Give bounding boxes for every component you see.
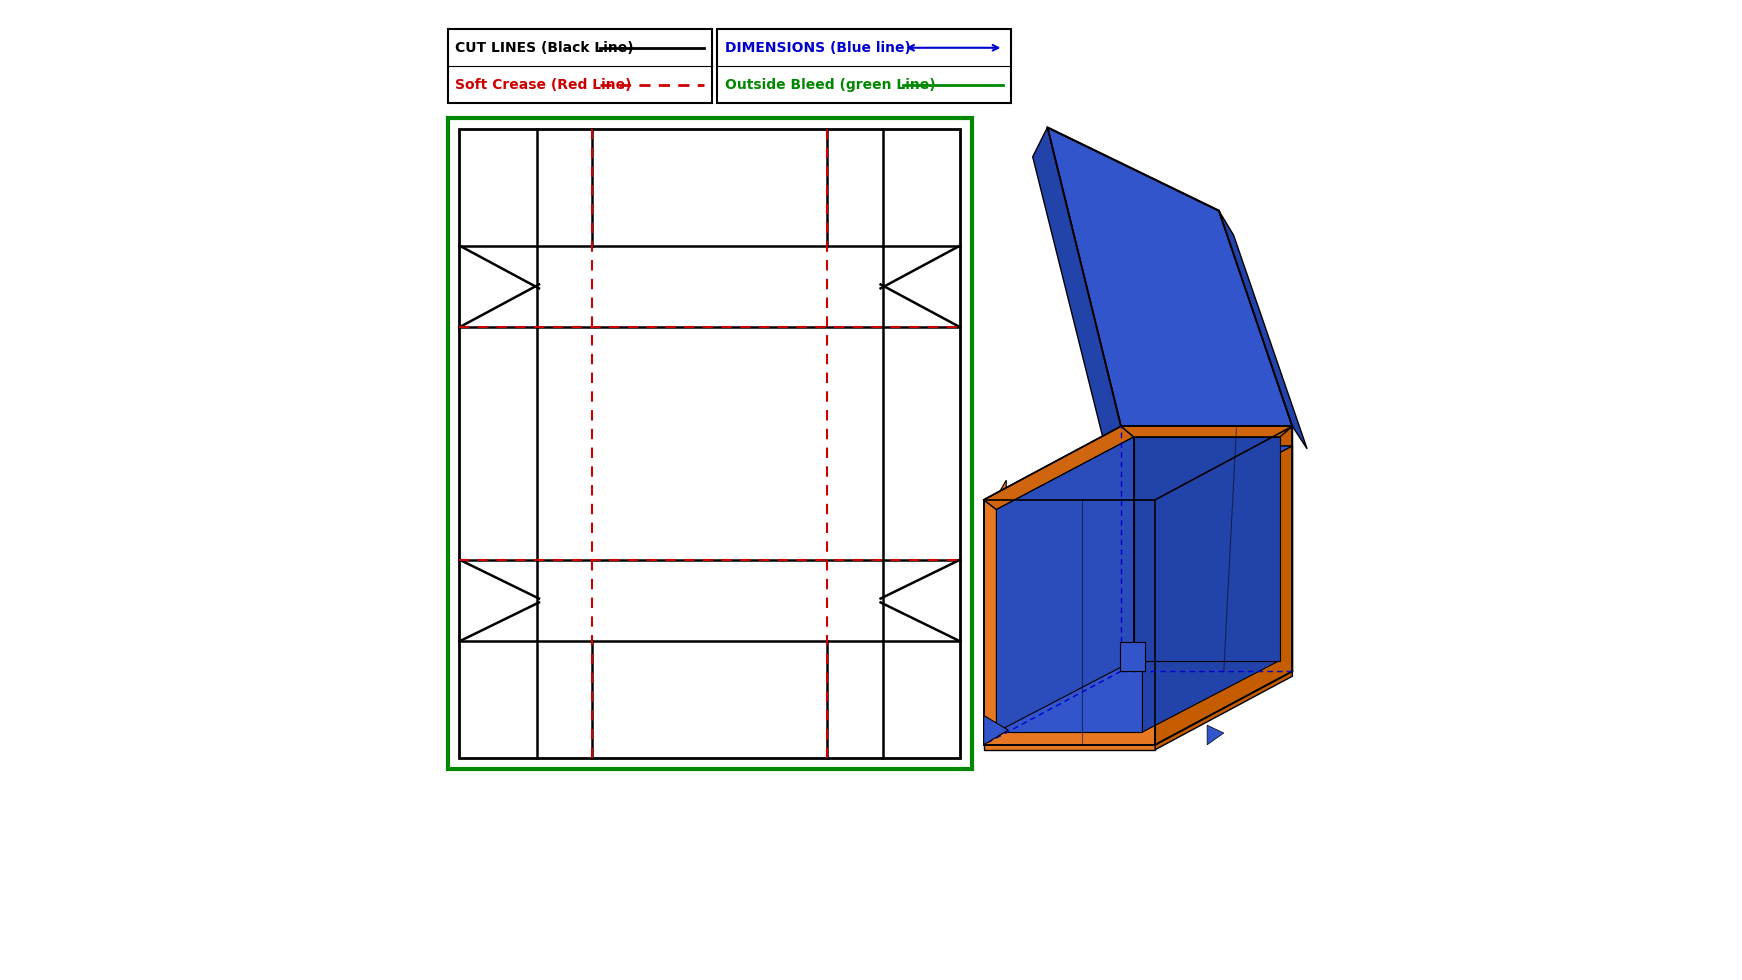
Text: CUT LINES (Black Line): CUT LINES (Black Line) (455, 41, 634, 55)
Polygon shape (1143, 437, 1280, 732)
Polygon shape (984, 426, 1134, 510)
Polygon shape (1207, 725, 1225, 745)
Bar (448, 29, 712, 103)
Polygon shape (1047, 127, 1293, 426)
Text: DIMENSIONS (Blue line): DIMENSIONS (Blue line) (725, 41, 911, 55)
Polygon shape (996, 510, 1143, 732)
Polygon shape (984, 715, 1009, 745)
Polygon shape (1120, 642, 1146, 671)
Text: Soft Crease (Red Line): Soft Crease (Red Line) (455, 77, 632, 91)
Polygon shape (984, 500, 1155, 510)
Bar (460, 129, 960, 758)
Polygon shape (1155, 446, 1293, 750)
Polygon shape (1134, 437, 1280, 661)
Polygon shape (984, 480, 1007, 519)
Text: Outside Bleed (green Line): Outside Bleed (green Line) (725, 77, 935, 91)
Polygon shape (1155, 426, 1293, 745)
Polygon shape (1007, 446, 1293, 519)
Polygon shape (996, 437, 1280, 510)
Polygon shape (1120, 426, 1293, 437)
Polygon shape (1219, 211, 1306, 449)
Polygon shape (1033, 127, 1120, 451)
Bar (718, 29, 1010, 103)
Polygon shape (996, 437, 1134, 732)
Polygon shape (984, 500, 1155, 745)
Polygon shape (984, 519, 1155, 750)
Bar (448, 118, 972, 769)
